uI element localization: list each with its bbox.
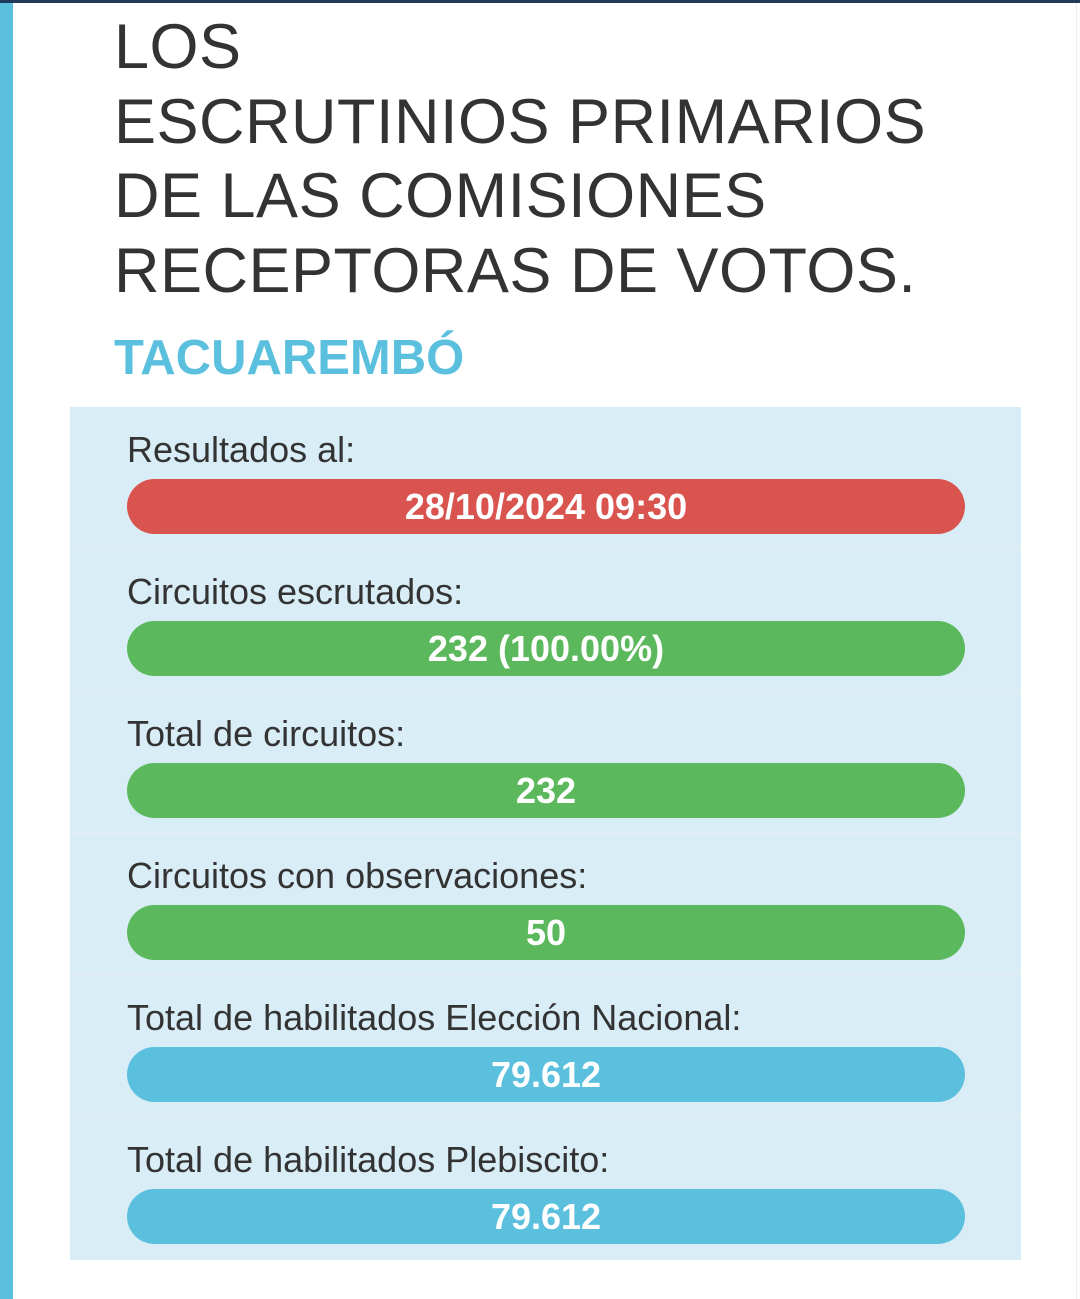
title-line: ESCRUTINIOS PRIMARIOS [114,86,927,157]
eligible-plebiscite-badge: 79.612 [127,1189,965,1244]
page-title: LOS ESCRUTINIOS PRIMARIOS DE LAS COMISIO… [114,10,926,308]
row-label: Total de habilitados Elección Nacional: [127,997,742,1038]
title-line: RECEPTORAS DE VOTOS. [114,235,917,306]
right-scroll-edge [1076,3,1077,1299]
row-label: Circuitos con observaciones: [127,855,588,896]
eligible-national-badge: 79.612 [127,1047,965,1102]
row-eligible-plebiscite: Total de habilitados Plebiscito: 79.612 [70,1117,1021,1259]
row-circuits-counted: Circuitos escrutados: 232 (100.00%) [70,549,1021,691]
total-circuits-badge: 232 [127,763,965,818]
row-eligible-national: Total de habilitados Elección Nacional: … [70,975,1021,1117]
results-date-badge: 28/10/2024 09:30 [127,479,965,534]
title-line: LOS [114,12,242,82]
circuits-counted-badge: 232 (100.00%) [127,621,965,676]
row-label: Total de circuitos: [127,713,406,754]
row-label: Total de habilitados Plebiscito: [127,1139,610,1180]
circuits-observed-badge: 50 [127,905,965,960]
department-heading: TACUAREMBÓ [114,331,465,385]
row-total-circuits: Total de circuitos: 232 [70,691,1021,833]
row-results-date: Resultados al: 28/10/2024 09:30 [70,407,1021,549]
row-label: Resultados al: [127,429,356,470]
left-accent-bar [0,3,13,1299]
title-line: DE LAS COMISIONES [114,161,767,231]
row-circuits-observed: Circuitos con observaciones: 50 [70,833,1021,975]
results-panel: Resultados al: 28/10/2024 09:30 Circuito… [70,407,1021,1260]
top-border [0,0,1080,3]
row-label: Circuitos escrutados: [127,571,464,612]
